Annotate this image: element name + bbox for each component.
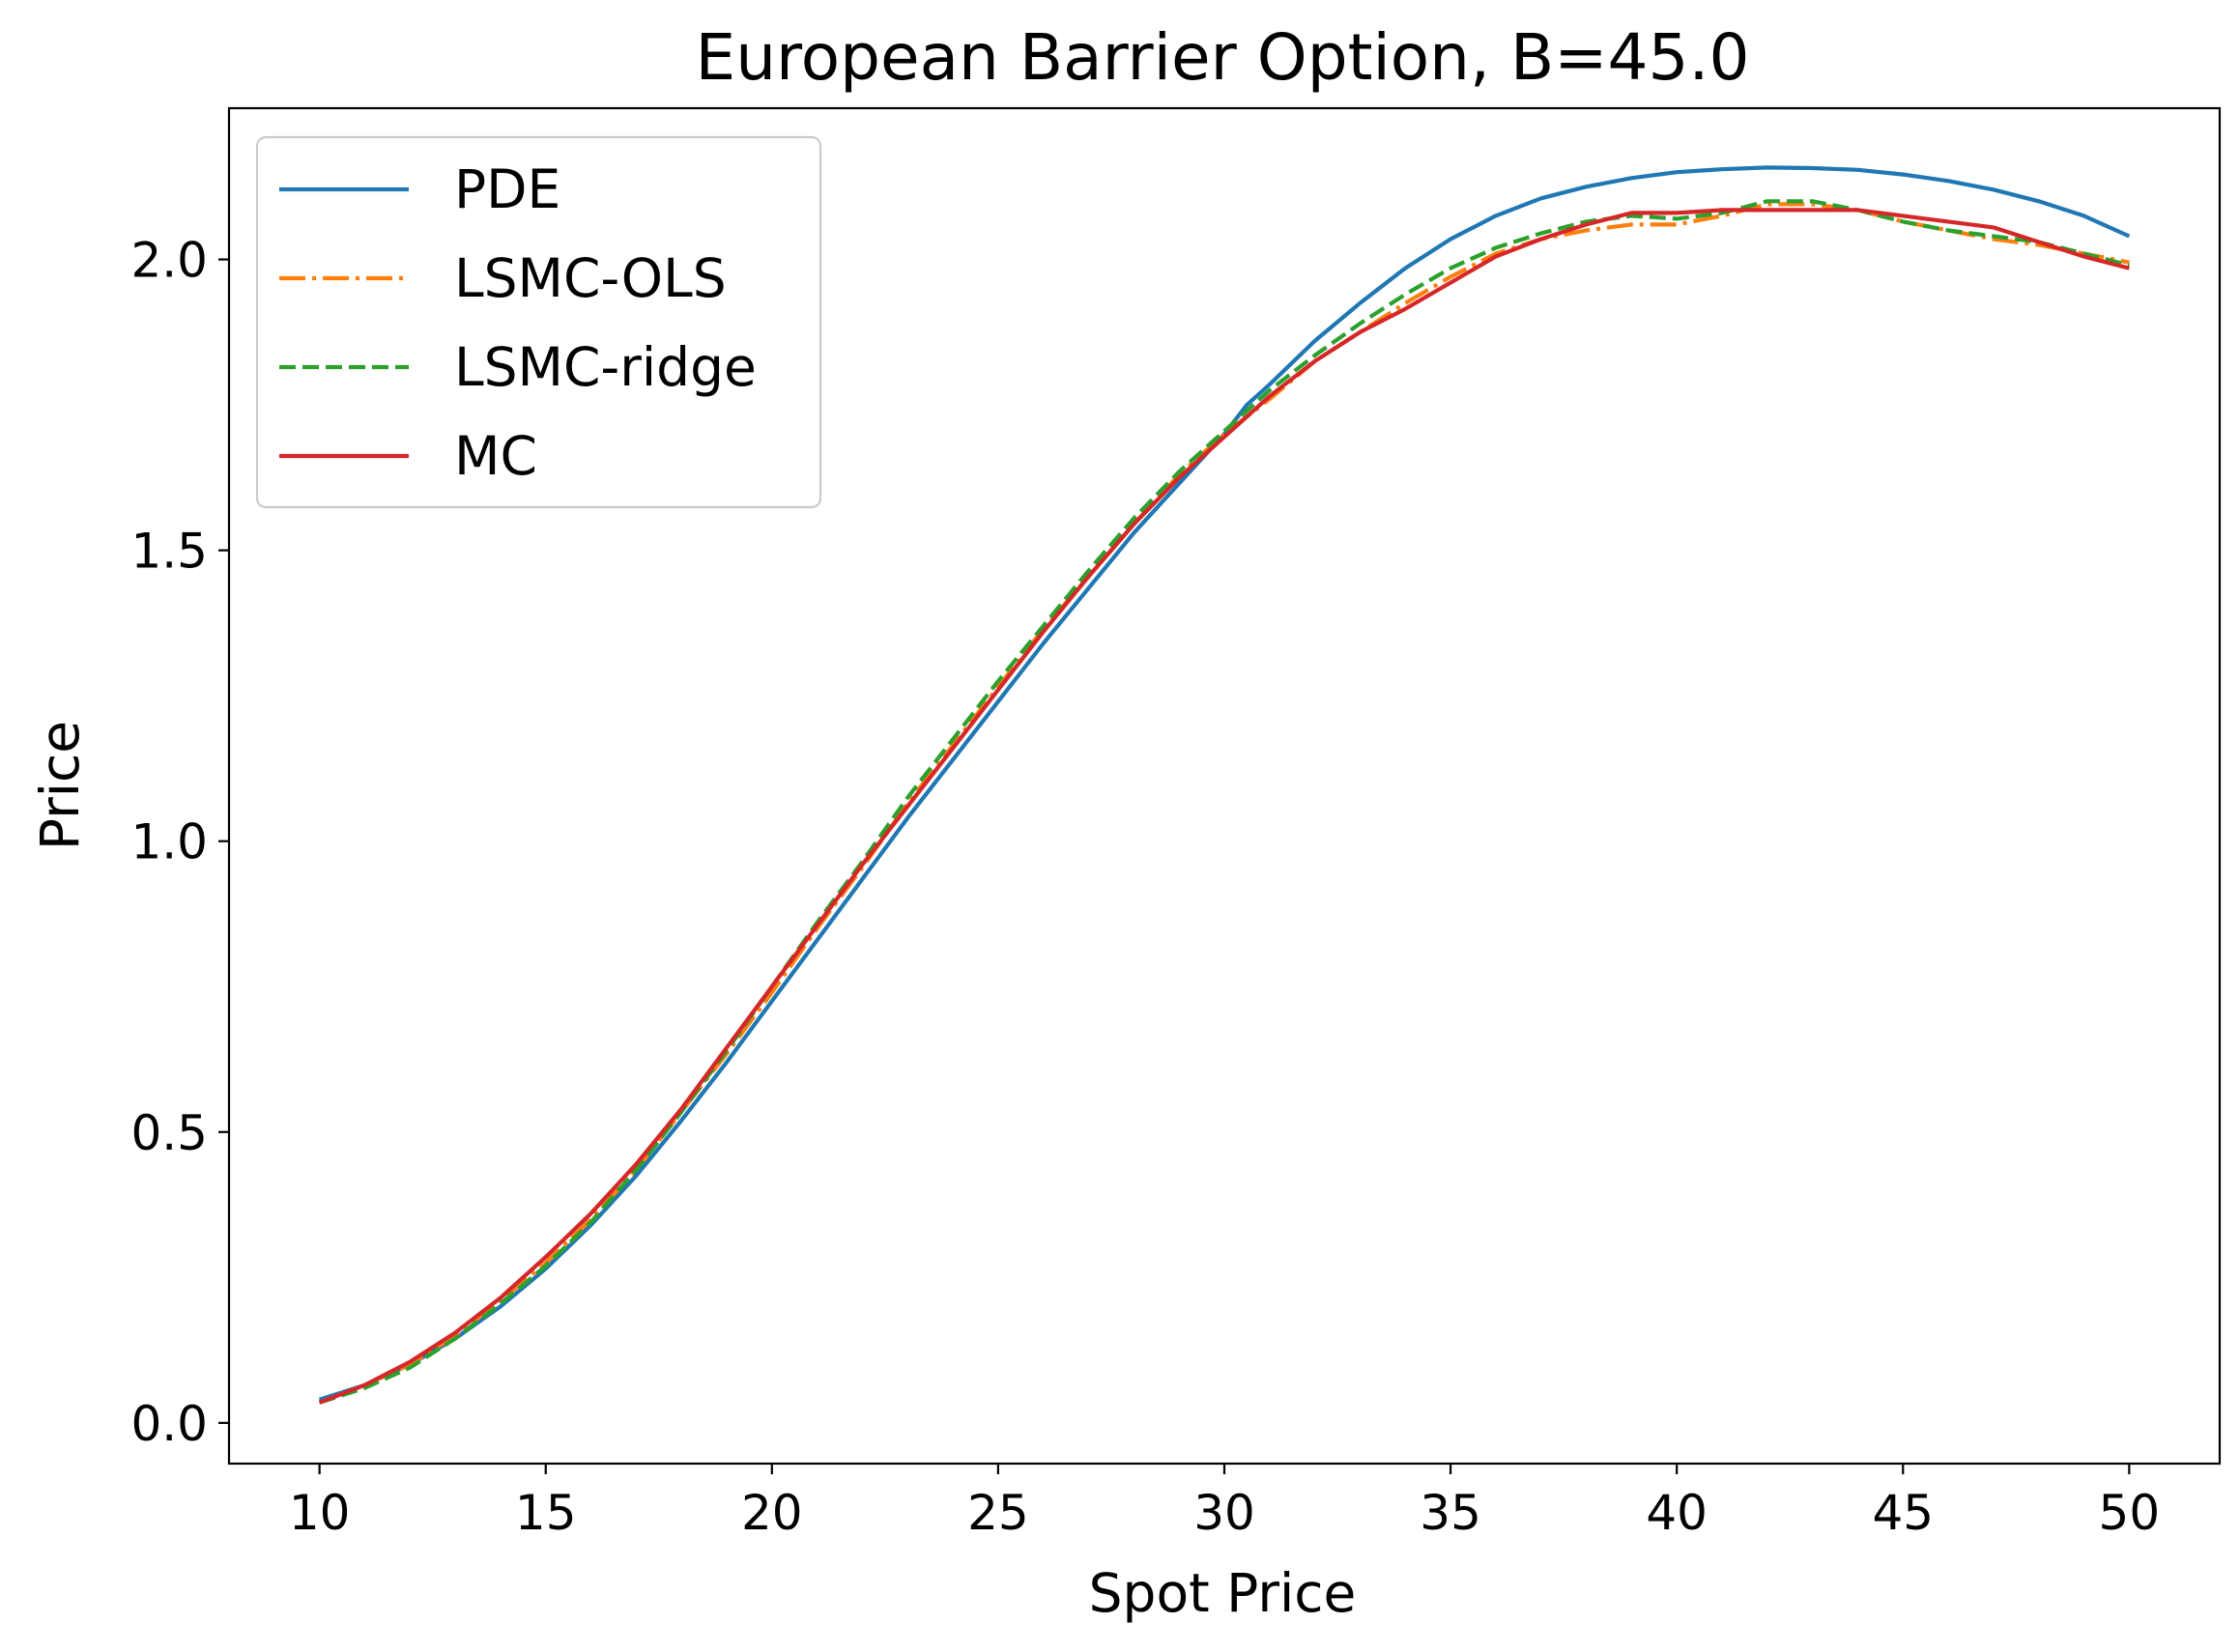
y-tick-label: 0.5: [130, 1105, 208, 1161]
x-tick-label: 25: [967, 1485, 1029, 1541]
series-line-lsmc-ols: [318, 202, 2130, 1405]
y-tick-label: 0.0: [130, 1396, 208, 1452]
chart-title: European Barrier Option, B=45.0: [696, 20, 1750, 95]
x-tick-label: 45: [1872, 1485, 1934, 1541]
y-axis-label: Price: [29, 721, 91, 850]
y-tick-label: 2.0: [130, 233, 208, 289]
legend-label-lsmc-ridge: LSMC-ridge: [454, 336, 757, 398]
legend-label-lsmc-ols: LSMC-OLS: [454, 247, 727, 309]
x-tick-label: 20: [741, 1485, 803, 1541]
series-layer: [318, 165, 2131, 1405]
legend-items: PDE LSMC-OLS LSMC-ridge MC: [279, 158, 757, 487]
series-line-mc: [318, 208, 2130, 1405]
x-axis: 10 15 20 25 30 35 40 45 50: [289, 1464, 2160, 1541]
x-tick-label: 15: [515, 1485, 577, 1541]
x-tick-label: 40: [1646, 1485, 1708, 1541]
x-tick-label: 35: [1420, 1485, 1481, 1541]
legend: PDE LSMC-OLS LSMC-ridge MC: [255, 135, 822, 509]
legend-label-mc: MC: [454, 425, 537, 487]
y-axis: 0.0 0.5 1.0 1.5 2.0: [130, 233, 229, 1452]
x-axis-label: Spot Price: [1089, 1562, 1357, 1624]
y-tick-label: 1.5: [130, 524, 208, 580]
y-tick-label: 1.0: [130, 814, 208, 870]
legend-frame: [255, 135, 822, 509]
x-tick-label: 10: [289, 1485, 351, 1541]
x-tick-label: 30: [1193, 1485, 1255, 1541]
series-line-lsmc-ridge: [318, 199, 2130, 1405]
legend-label-pde: PDE: [454, 158, 560, 220]
x-tick-label: 50: [2099, 1485, 2161, 1541]
